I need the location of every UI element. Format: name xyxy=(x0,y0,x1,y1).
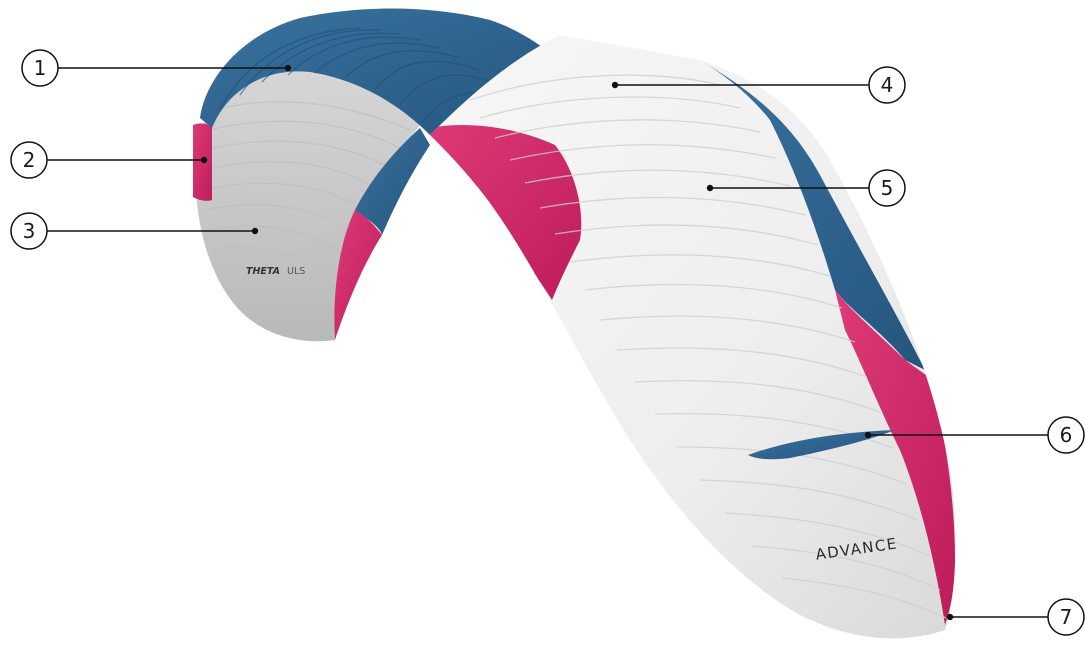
leader-dot-1 xyxy=(284,64,292,72)
inner-ribbon-blue xyxy=(355,128,430,235)
callout-badges: 1 2 3 4 5 6 7 xyxy=(10,49,1085,636)
wing xyxy=(193,8,956,639)
callout-number-4: 4 xyxy=(881,73,894,97)
callout-number-6: 6 xyxy=(1060,423,1073,447)
inner-ribbon-magenta xyxy=(334,210,382,340)
leader-dot-6 xyxy=(864,431,872,439)
callout-badge-2: 2 xyxy=(10,141,48,179)
callout-number-7: 7 xyxy=(1060,605,1073,629)
callout-badge-5: 5 xyxy=(868,169,906,207)
callout-number-1: 1 xyxy=(34,56,47,80)
trailing-edge-magenta xyxy=(835,290,955,625)
leader-dot-4 xyxy=(611,81,619,89)
stabilo-fin xyxy=(748,430,895,460)
leader-dot-2 xyxy=(200,156,208,164)
leader-dot-3 xyxy=(251,227,259,235)
brand-model: THETA xyxy=(246,266,280,277)
brand-suffix: ULS xyxy=(287,266,305,277)
underside-cells xyxy=(202,101,411,323)
wing-underside xyxy=(195,69,420,342)
callouts xyxy=(47,67,1049,618)
leader-dots xyxy=(200,64,954,621)
callout-number-2: 2 xyxy=(23,148,36,172)
callout-badge-1: 1 xyxy=(21,49,59,87)
callout-badge-6: 6 xyxy=(1047,416,1085,454)
callout-number-3: 3 xyxy=(23,219,36,243)
callout-number-5: 5 xyxy=(881,176,894,200)
callout-badge-3: 3 xyxy=(10,212,48,250)
callout-badge-7: 7 xyxy=(1047,598,1085,636)
leader-dot-5 xyxy=(706,184,714,192)
underside-brand: THETA ULS xyxy=(246,266,305,277)
trailing-edge-blue xyxy=(700,60,925,370)
leader-dot-7 xyxy=(946,613,954,621)
callout-badge-4: 4 xyxy=(868,66,906,104)
